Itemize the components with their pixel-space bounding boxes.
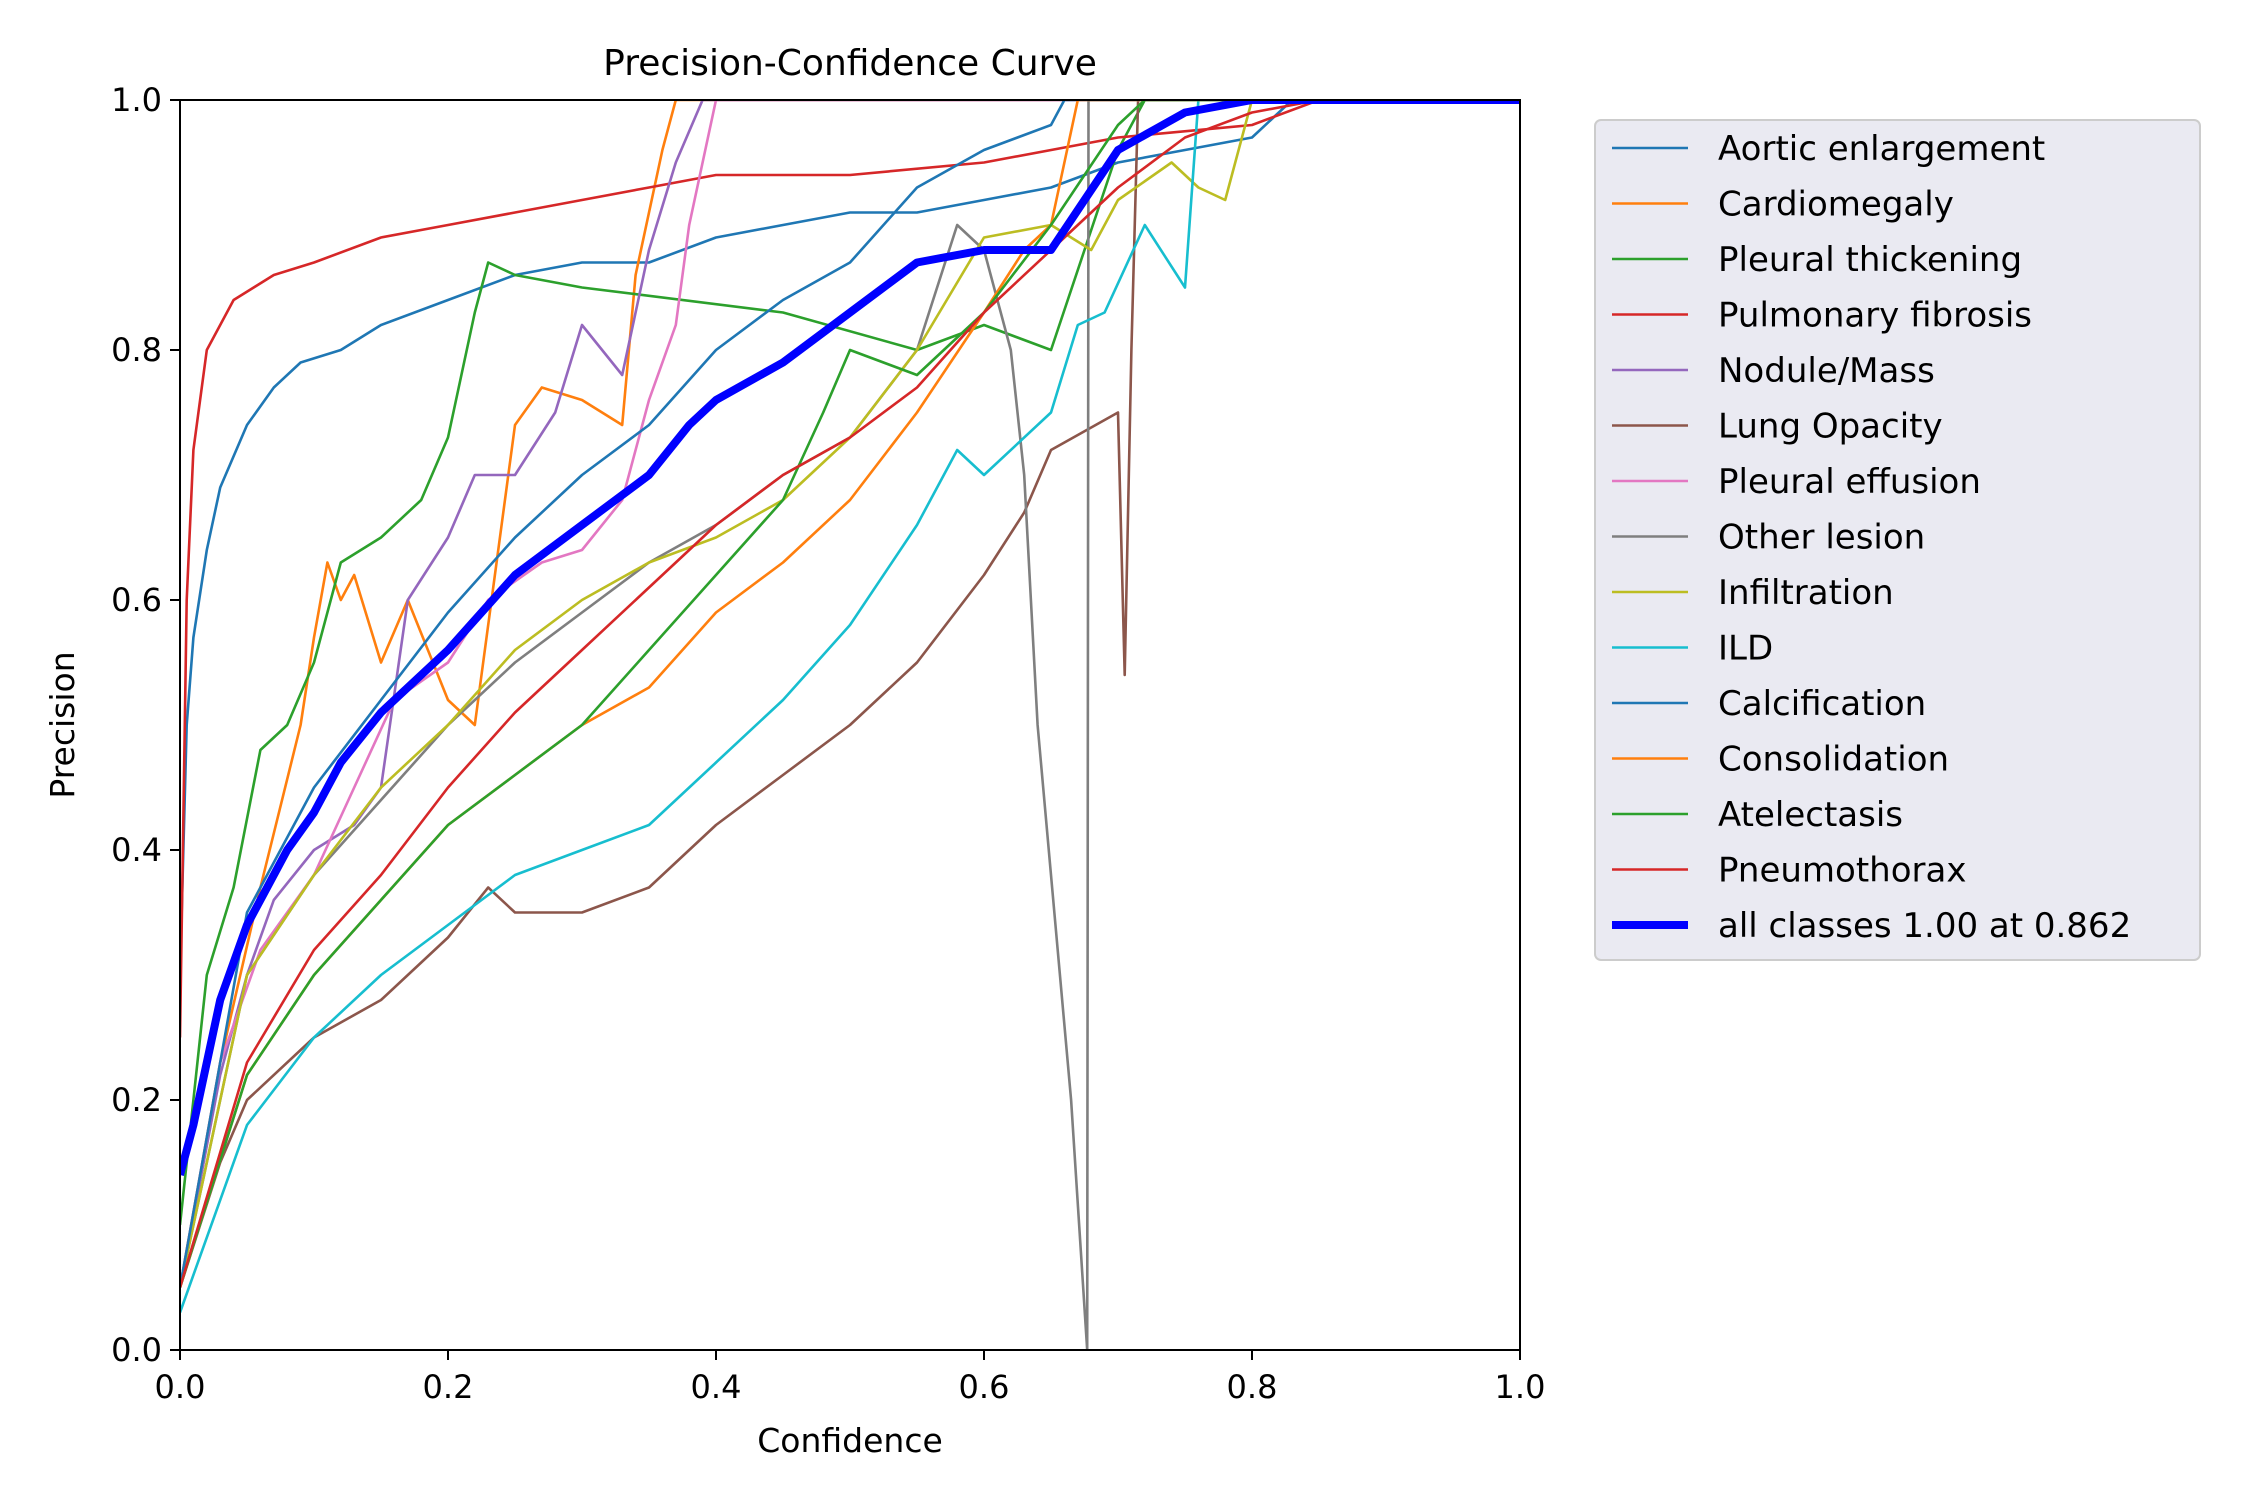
series-line-13 bbox=[180, 100, 1520, 1288]
legend-label: Atelectasis bbox=[1718, 795, 1903, 835]
series-line-7 bbox=[180, 100, 1520, 1288]
x-axis-label: Confidence bbox=[757, 1421, 943, 1460]
series-line-10 bbox=[180, 100, 1520, 1313]
series-line-6 bbox=[180, 100, 1520, 1288]
x-tick-label: 0.0 bbox=[155, 1368, 206, 1406]
y-tick-label: 1.0 bbox=[111, 81, 162, 119]
x-tick-label: 0.2 bbox=[423, 1368, 474, 1406]
y-tick-label: 0.2 bbox=[111, 1081, 162, 1119]
legend-label: ILD bbox=[1718, 629, 1773, 669]
legend-label: Lung Opacity bbox=[1718, 407, 1943, 447]
x-axis: 0.0 0.2 0.4 0.6 0.8 1.0 bbox=[155, 1350, 1546, 1406]
series-line-2 bbox=[180, 100, 1520, 1288]
y-axis: 0.0 0.2 0.4 0.6 0.8 1.0 bbox=[111, 81, 180, 1369]
legend-label: Other lesion bbox=[1718, 518, 1925, 558]
series-line-3 bbox=[180, 100, 1520, 1226]
series-line-5 bbox=[180, 100, 1520, 1288]
plot-frame bbox=[179, 99, 1521, 1351]
x-tick-label: 0.4 bbox=[691, 1368, 742, 1406]
legend-box bbox=[1594, 119, 2201, 961]
y-tick-label: 0.8 bbox=[111, 331, 162, 369]
legend-label: all classes 1.00 at 0.862 bbox=[1718, 906, 2131, 946]
x-tick-label: 1.0 bbox=[1495, 1368, 1546, 1406]
legend: Aortic enlargement Cardiomegaly Pleural th… bbox=[1594, 119, 2201, 961]
legend-label: Pleural thickening bbox=[1718, 240, 2022, 280]
y-axis-label: Precision bbox=[43, 651, 82, 798]
y-tick-label: 0.4 bbox=[111, 831, 162, 869]
x-tick-label: 0.6 bbox=[959, 1368, 1010, 1406]
y-tick-label: 0.0 bbox=[111, 1331, 162, 1369]
series-line-4 bbox=[180, 100, 1520, 1038]
legend-label: Consolidation bbox=[1718, 740, 1949, 780]
series-line-11 bbox=[180, 100, 1520, 1288]
chart-title: Precision-Confidence Curve bbox=[603, 43, 1097, 84]
series-line-1 bbox=[180, 100, 1520, 976]
y-tick-label: 0.6 bbox=[111, 581, 162, 619]
x-tick-label: 0.8 bbox=[1227, 1368, 1278, 1406]
series-line-14 bbox=[180, 100, 1520, 1288]
legend-label: Pneumothorax bbox=[1718, 851, 1966, 891]
legend-label: Nodule/Mass bbox=[1718, 351, 1935, 391]
series-lines bbox=[180, 100, 1520, 1350]
series-line-15 bbox=[180, 100, 1520, 1177]
legend-label: Pleural effusion bbox=[1718, 462, 1981, 502]
legend-label: Calcification bbox=[1718, 684, 1926, 724]
legend-label: Cardiomegaly bbox=[1718, 185, 1954, 225]
legend-label: Infiltration bbox=[1718, 573, 1894, 613]
legend-label: Pulmonary fibrosis bbox=[1718, 296, 2032, 336]
legend-label: Aortic enlargement bbox=[1718, 129, 2045, 169]
